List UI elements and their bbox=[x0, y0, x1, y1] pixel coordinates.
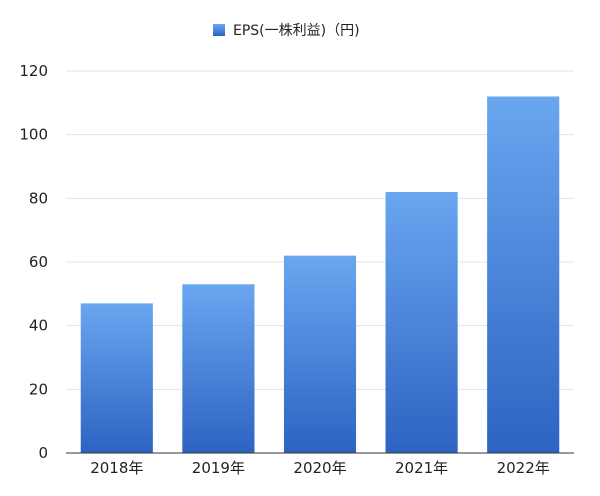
bar-2022年 bbox=[487, 96, 560, 453]
bar-2018年 bbox=[80, 303, 153, 453]
x-tick-label-2018年: 2018年 bbox=[90, 459, 143, 477]
legend: EPS(一株利益)（円) bbox=[213, 23, 360, 39]
bar-2021年 bbox=[385, 191, 458, 453]
y-tick-label-100: 100 bbox=[19, 126, 48, 144]
legend-swatch bbox=[213, 24, 225, 36]
y-tick-label-0: 0 bbox=[38, 444, 48, 462]
bars bbox=[80, 96, 560, 453]
legend-label: EPS(一株利益)（円) bbox=[233, 23, 360, 39]
y-tick-label-80: 80 bbox=[29, 189, 48, 207]
y-axis-tick-labels: 0 20 40 60 80 100 120 bbox=[19, 62, 48, 462]
bar-2019年 bbox=[182, 284, 255, 453]
y-tick-label-20: 20 bbox=[29, 380, 48, 398]
x-axis-tick-labels: 2018年 2019年 2020年 2021年 2022年 bbox=[90, 459, 550, 477]
x-tick-label-2020年: 2020年 bbox=[293, 459, 346, 477]
x-tick-label-2019年: 2019年 bbox=[192, 459, 245, 477]
x-tick-label-2022年: 2022年 bbox=[497, 459, 550, 477]
y-tick-label-120: 120 bbox=[19, 62, 48, 80]
x-tick-label-2021年: 2021年 bbox=[395, 459, 448, 477]
y-tick-label-60: 60 bbox=[29, 253, 48, 271]
bar-2020年 bbox=[283, 255, 357, 453]
y-tick-label-40: 40 bbox=[29, 317, 48, 335]
